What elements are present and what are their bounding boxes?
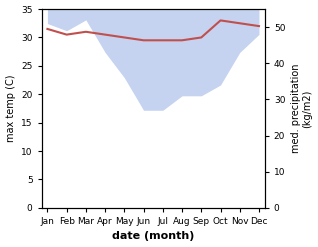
- Y-axis label: med. precipitation
(kg/m2): med. precipitation (kg/m2): [291, 64, 313, 153]
- X-axis label: date (month): date (month): [112, 231, 194, 242]
- Y-axis label: max temp (C): max temp (C): [5, 75, 16, 142]
